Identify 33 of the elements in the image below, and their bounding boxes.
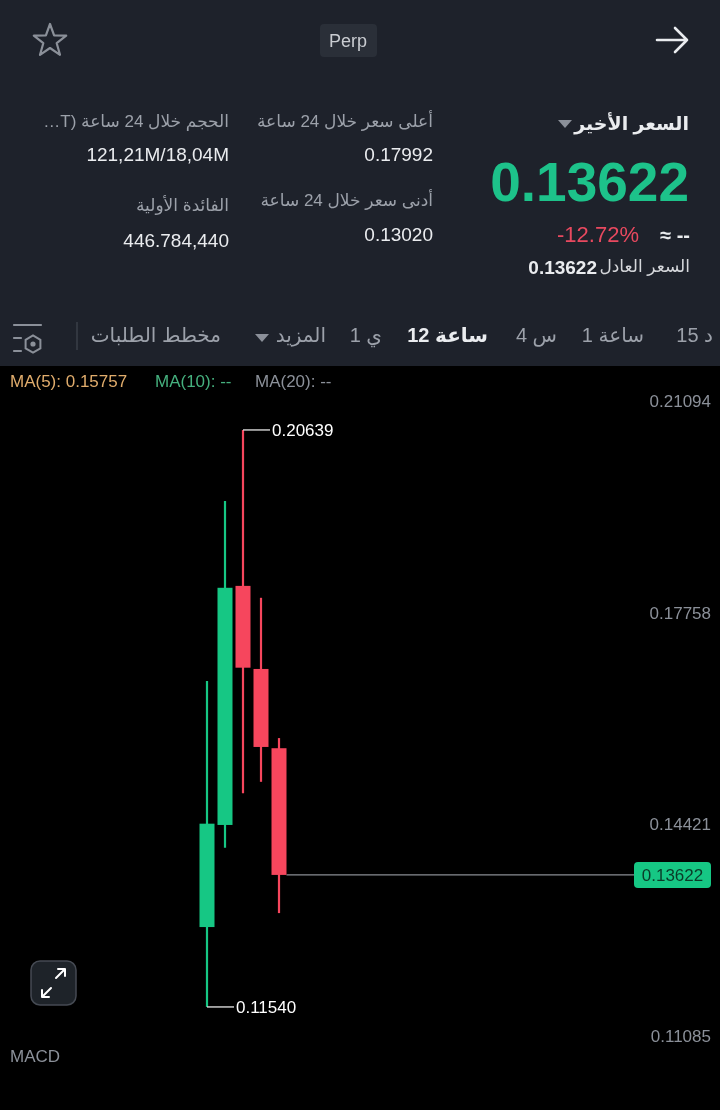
y-tick-label: 0.14421 <box>649 814 711 834</box>
text: MA(10): -- <box>155 371 232 391</box>
text: ≈ -- <box>660 224 690 246</box>
text: 4 س <box>515 324 557 346</box>
annotation: 0.20639 <box>272 420 334 440</box>
text: أعلى سعر خلال 24 ساعة <box>257 111 433 131</box>
y-tick-label: 0.11085 <box>650 1026 711 1046</box>
text: 15 د <box>676 324 713 346</box>
text: 0.13622 <box>528 256 597 278</box>
text: السعر الأخير <box>574 112 689 134</box>
text: MA(5): 0.15757 <box>10 371 128 391</box>
text: 1 ساعة <box>581 324 644 346</box>
text: 0.13622 <box>490 150 689 213</box>
text: الفائدة الأولية <box>135 195 229 215</box>
text: المزيد <box>275 324 326 346</box>
text: 12 ساعة <box>407 324 488 346</box>
text: 121,21M/18,04M <box>86 143 229 165</box>
text: الحجم خلال 24 ساعة (T… <box>43 111 229 131</box>
text: MA(20): -- <box>255 371 332 391</box>
text: MACD <box>10 1046 61 1066</box>
y-tick-label: 0.21094 <box>649 391 711 411</box>
text: السعر العادل <box>599 256 690 276</box>
y-tick-label: 0.17758 <box>649 603 711 623</box>
text: 446.784,440 <box>123 229 229 251</box>
text: 1 ي <box>349 324 382 346</box>
annotation: 0.11540 <box>236 997 297 1017</box>
text: Perp <box>328 31 368 51</box>
text: مخطط الطلبات <box>90 324 221 346</box>
text: أدنى سعر خلال 24 ساعة <box>260 190 433 210</box>
text: 0.17992 <box>364 143 433 165</box>
text: -12.72% <box>557 222 639 247</box>
ref-line-label: 0.13622 <box>641 865 704 885</box>
text: 0.13020 <box>364 223 433 245</box>
